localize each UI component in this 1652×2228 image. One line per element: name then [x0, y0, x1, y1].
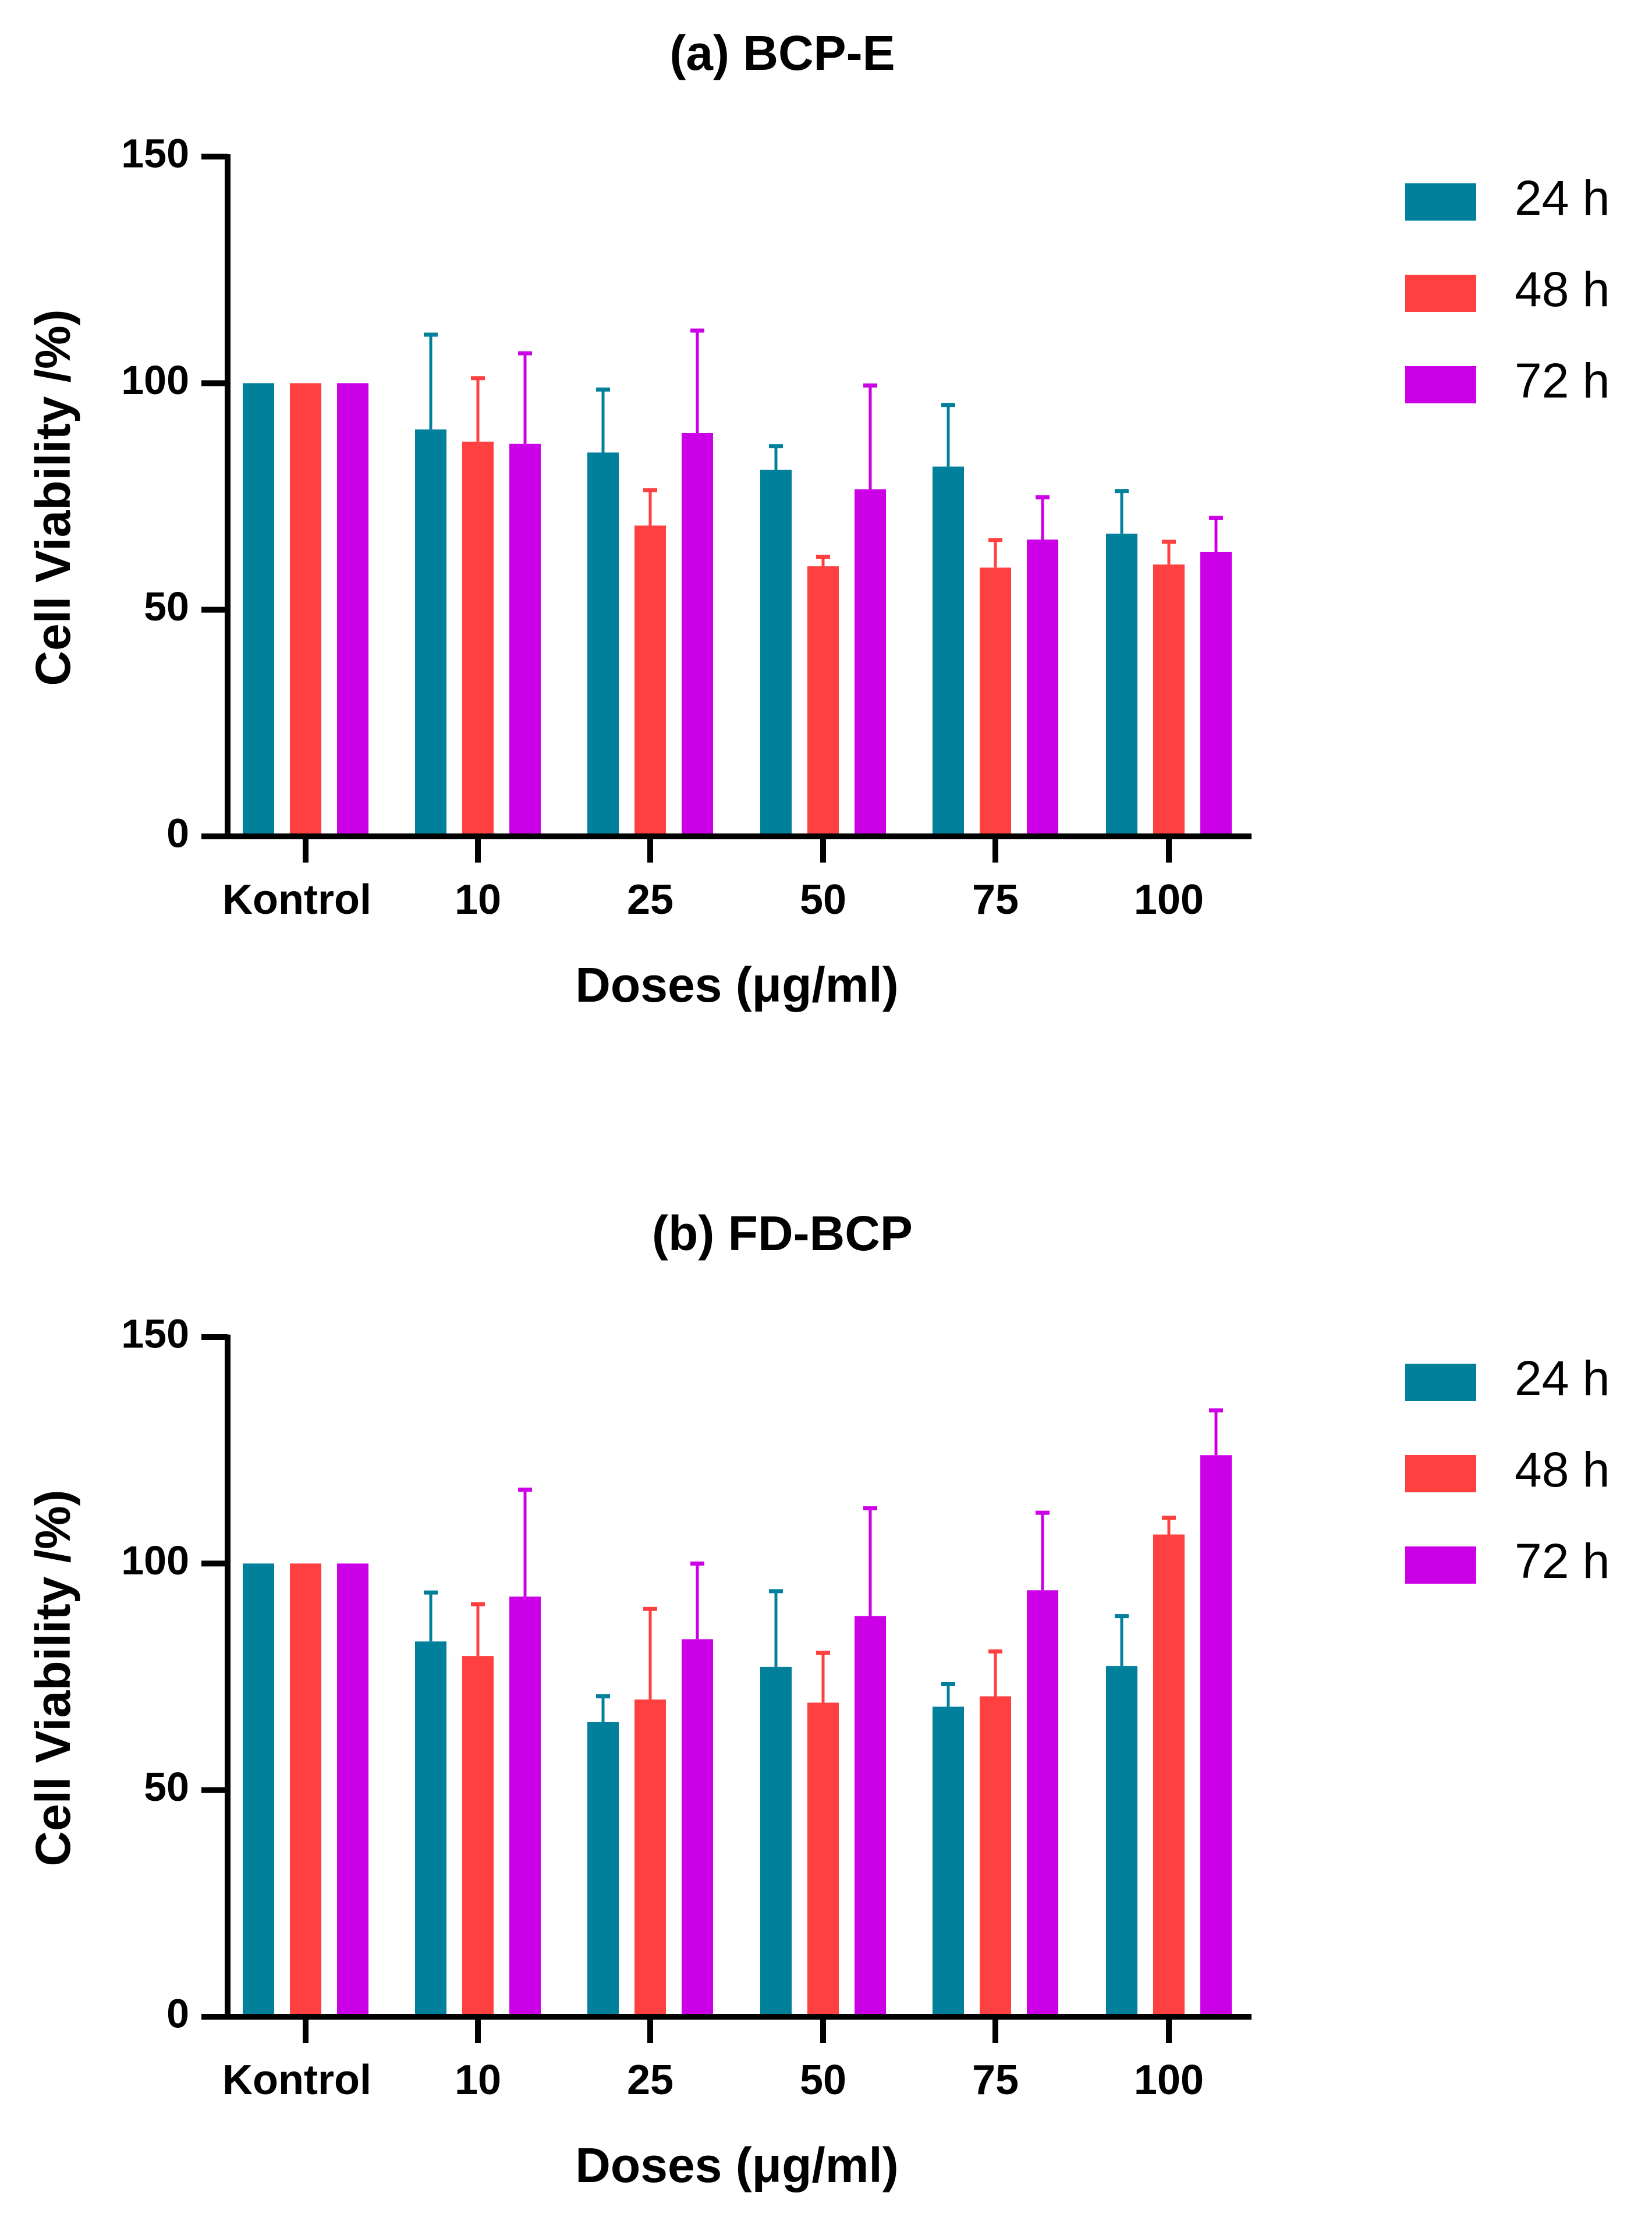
bar: [980, 1696, 1011, 2017]
x-tick-label: 25: [627, 2057, 673, 2103]
y-axis-label: Cell Viability /%): [26, 1489, 80, 1866]
legend-label: 48 h: [1515, 262, 1610, 317]
bar: [243, 1563, 274, 2017]
legend-label: 48 h: [1515, 1442, 1610, 1497]
legend-label: 72 h: [1515, 1534, 1610, 1588]
legend-label: 72 h: [1515, 353, 1610, 408]
bar: [587, 1722, 619, 2017]
legend-swatch: [1405, 1455, 1476, 1492]
bar: [682, 432, 713, 836]
bar: [1027, 1590, 1058, 2017]
bar: [415, 1641, 446, 2017]
bar: [933, 466, 964, 836]
bar: [1153, 1534, 1185, 2017]
bar: [243, 383, 274, 836]
x-tick-label: 75: [972, 877, 1019, 923]
y-tick-label: 150: [121, 1311, 189, 1356]
bar: [807, 1702, 839, 2017]
x-tick-label: Kontrol: [222, 877, 371, 923]
x-axis-label: Doses (μg/ml): [575, 2138, 898, 2192]
x-tick-label: 25: [627, 877, 673, 923]
bar: [290, 1563, 321, 2017]
bar: [807, 566, 839, 836]
legend-swatch: [1405, 275, 1476, 312]
bar: [1027, 539, 1058, 836]
y-tick-label: 0: [166, 1991, 189, 2036]
bar: [933, 1707, 964, 2017]
bar: [980, 567, 1011, 836]
y-tick-label: 100: [121, 1538, 189, 1583]
bar: [337, 383, 368, 836]
bar: [760, 470, 792, 836]
x-tick-label: 50: [800, 877, 846, 923]
bar: [1200, 551, 1232, 836]
y-axis-label: Cell Viability /%): [26, 309, 80, 686]
x-tick-label: 10: [455, 877, 501, 923]
y-tick-label: 150: [121, 130, 189, 176]
y-tick-label: 0: [166, 810, 189, 856]
bar: [415, 429, 446, 836]
bar: [634, 1699, 666, 2017]
chart-title: (b) FD-BCP: [652, 1206, 913, 1261]
x-tick-label: Kontrol: [222, 2057, 371, 2103]
bar: [760, 1666, 792, 2017]
x-tick-label: 100: [1134, 2057, 1204, 2103]
legend-swatch: [1405, 366, 1476, 403]
x-axis-label: Doses (μg/ml): [575, 957, 898, 1012]
y-tick-label: 50: [144, 1764, 189, 1810]
x-tick-label: 100: [1134, 877, 1204, 923]
x-tick-label: 75: [972, 2057, 1019, 2103]
legend-label: 24 h: [1515, 171, 1610, 225]
chart-a: (a) BCP-E 0 50 100 150 Kontrol 10 25 50 75 100 Dose…: [26, 26, 1610, 1012]
legend-swatch: [1405, 1364, 1476, 1401]
bar: [337, 1563, 368, 2017]
bar: [462, 1656, 494, 2017]
chart-b: (b) FD-BCP 0 50 100 150 Kontrol 10 25 50 75 100 Dos…: [26, 1206, 1610, 2192]
bar: [855, 489, 886, 836]
bar: [509, 444, 541, 836]
y-tick-label: 50: [144, 584, 189, 629]
legend-swatch: [1405, 1546, 1476, 1584]
legend-swatch: [1405, 183, 1476, 221]
bar: [587, 452, 619, 836]
bar: [1106, 533, 1137, 836]
bar: [1106, 1666, 1137, 2017]
bar: [1200, 1455, 1232, 2017]
bar: [1153, 564, 1185, 836]
bar: [855, 1616, 886, 2017]
bar: [509, 1597, 541, 2017]
x-tick-label: 10: [455, 2057, 501, 2103]
bar: [634, 525, 666, 836]
x-tick-label: 50: [800, 2057, 846, 2103]
bar: [290, 383, 321, 836]
y-tick-label: 100: [121, 357, 189, 403]
bar: [462, 441, 494, 836]
legend-label: 24 h: [1515, 1351, 1610, 1406]
chart-title: (a) BCP-E: [669, 26, 895, 80]
bar: [682, 1639, 713, 2017]
